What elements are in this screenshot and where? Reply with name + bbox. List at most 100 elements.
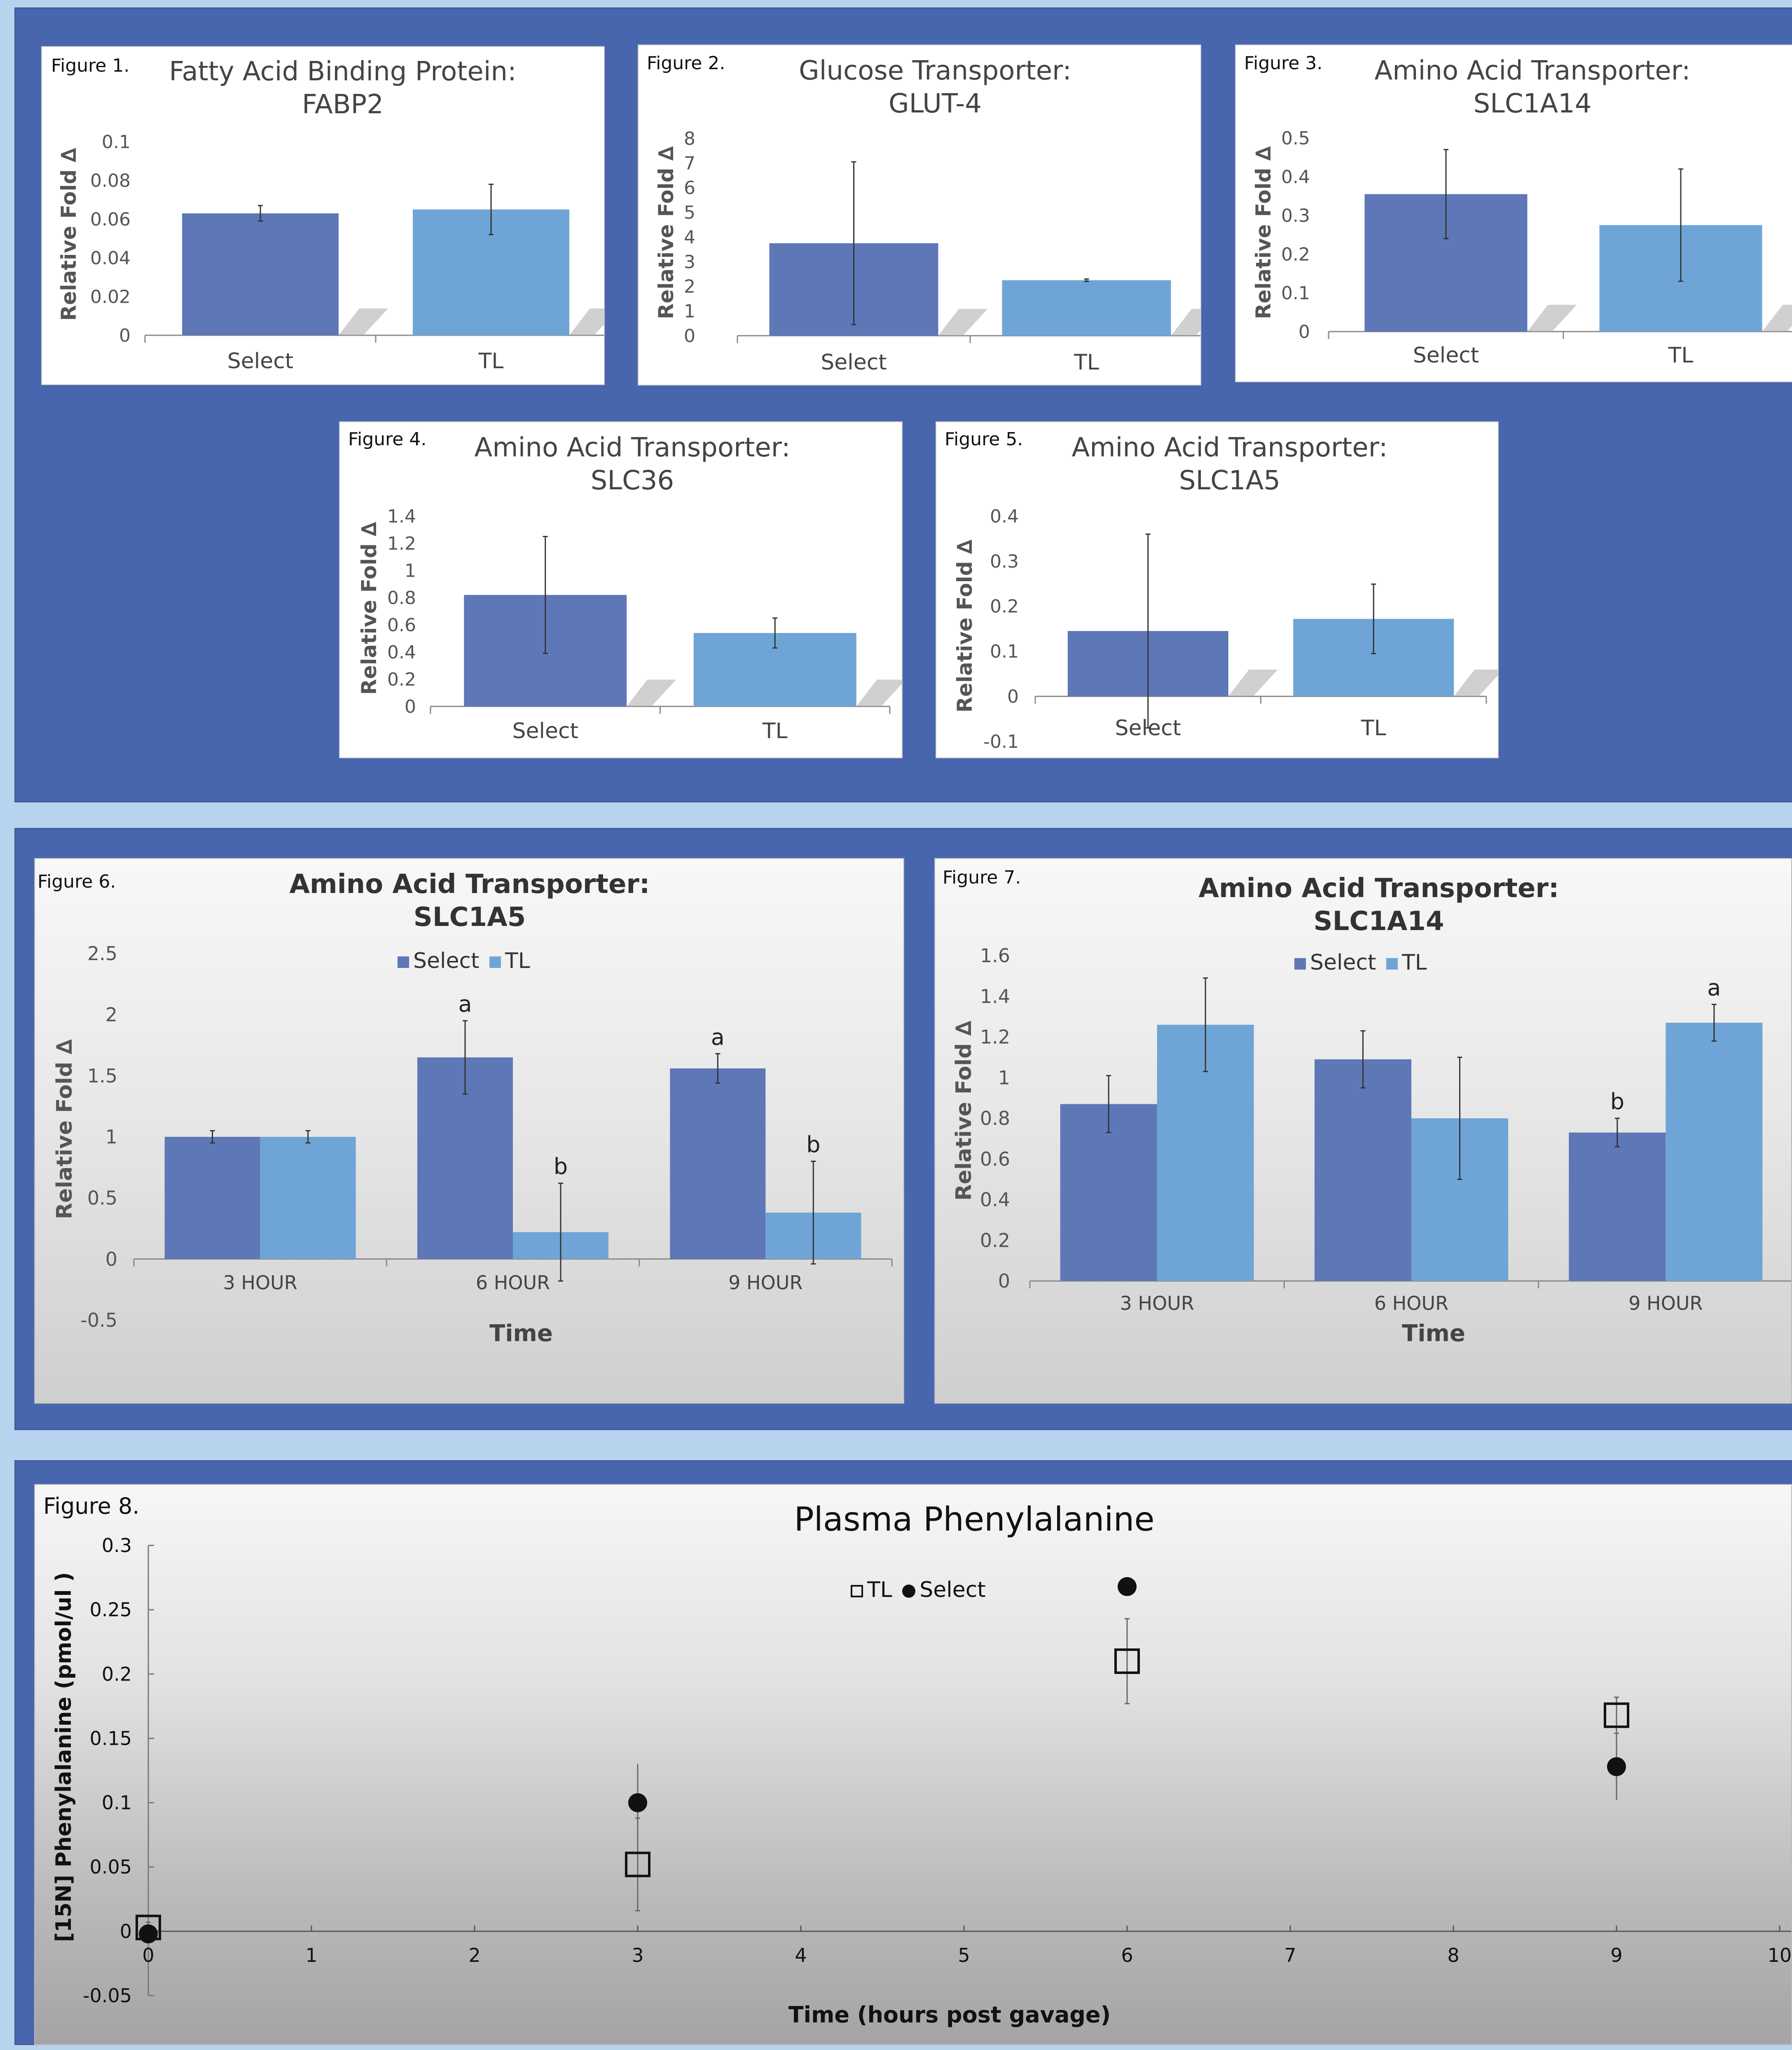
error-bar <box>558 1183 563 1282</box>
x-tick-label: 7 <box>1284 1944 1296 1966</box>
error-bar <box>1711 1004 1717 1042</box>
error-bar <box>305 1130 311 1144</box>
y-tick-label: 0 <box>405 696 416 717</box>
y-tick-label: 8 <box>684 128 695 149</box>
x-axis-label: Time <box>1402 1320 1465 1347</box>
error-bar <box>1084 278 1089 282</box>
y-tick-label: 0.1 <box>102 1792 132 1814</box>
y-tick-label: 0.3 <box>102 1534 132 1557</box>
y-tick-label: 1.5 <box>87 1065 117 1087</box>
legend-label-tl: TL <box>505 949 530 973</box>
category-label: TL <box>478 349 504 374</box>
legend-label-select: Select <box>1310 950 1376 975</box>
error-bar <box>543 536 548 654</box>
y-tick-label: 0 <box>1007 686 1019 707</box>
x-tick-label: 6 <box>1121 1944 1133 1966</box>
error-bar <box>772 617 778 649</box>
bar-shadow <box>1762 305 1792 332</box>
y-tick-label: 0 <box>684 325 695 346</box>
y-tick-label: 0 <box>1298 321 1310 342</box>
bar-select <box>182 213 339 335</box>
figure-4-card: Figure 4. Amino Acid Transporter: SLC36 … <box>339 421 903 758</box>
bar-shadow <box>1228 669 1278 697</box>
y-tick-label: 0.1 <box>1281 283 1310 304</box>
bar-tl <box>1002 280 1171 336</box>
y-tick-label: 2 <box>105 1003 117 1026</box>
chart-title: Amino Acid Transporter: SLC1A14 <box>1198 873 1559 937</box>
y-tick-label: 0.4 <box>1281 166 1310 187</box>
y-tick-label: 0.4 <box>990 506 1019 527</box>
figure-7-card: Figure 7. Amino Acid Transporter: SLC1A1… <box>934 858 1792 1404</box>
y-tick-label: 2 <box>684 276 695 297</box>
x-axis-label: Time <box>489 1320 553 1347</box>
error-bar <box>851 161 856 325</box>
x-tick-label: 10 <box>1768 1944 1792 1966</box>
bar-shadow <box>1171 309 1200 336</box>
bar-shadow <box>339 309 388 335</box>
significance-letter: a <box>1707 975 1721 1001</box>
error-bar <box>1360 1030 1366 1089</box>
error-bar <box>258 205 263 222</box>
error-bar <box>1203 977 1208 1072</box>
figure-label: Figure 3. <box>1244 53 1323 74</box>
bar-select <box>1315 1059 1411 1281</box>
significance-letter: b <box>554 1154 568 1180</box>
y-tick-label: 1 <box>684 301 695 322</box>
error-bar <box>1145 533 1151 729</box>
legend-label-select: Select <box>919 1578 986 1602</box>
chart-title: Glucose Transporter: GLUT-4 <box>799 56 1071 119</box>
data-point-select <box>1607 1757 1626 1777</box>
chart-plot: 0 0.1 0.2 0.3 0.4 0.5 Select TL <box>1281 128 1792 368</box>
category-label: 3 HOUR <box>1120 1292 1194 1314</box>
bar-select <box>670 1068 766 1259</box>
y-tick-label: 4 <box>684 227 695 248</box>
error-bar <box>1614 1117 1620 1148</box>
bar-shadow <box>938 309 988 336</box>
chart-title: Amino Acid Transporter: SLC1A5 <box>289 869 650 933</box>
bar-shadow <box>1454 669 1498 697</box>
legend-swatch-select <box>398 956 409 968</box>
y-tick-label: 1 <box>405 560 416 581</box>
y-tick-label: 6 <box>684 178 695 199</box>
significance-letter: b <box>1610 1089 1624 1115</box>
y-tick-label: 0.3 <box>990 551 1019 572</box>
chart-plot: 0 0.2 0.4 0.6 0.8 1 1.2 1.4 1.6 3 HOUR 6 HOUR 9 HOU… <box>980 944 1791 1314</box>
y-tick-label: -0.5 <box>80 1309 117 1331</box>
bar-select <box>1060 1104 1157 1281</box>
figure-label: Figure 5. <box>945 429 1023 450</box>
figure-8-card: Figure 8. Plasma Phenylalanine TL Select… <box>34 1484 1792 2045</box>
y-tick-label: 1.2 <box>387 533 416 554</box>
significance-letter: a <box>711 1024 725 1050</box>
y-tick-label: 0.2 <box>387 669 416 690</box>
y-tick-label: 0.3 <box>1281 205 1310 226</box>
category-label: 6 HOUR <box>1374 1292 1448 1314</box>
figure-label: Figure 4. <box>348 429 427 450</box>
bar-tl <box>260 1137 356 1259</box>
category-label: 9 HOUR <box>728 1272 802 1294</box>
error-bar <box>1457 1057 1462 1180</box>
bar-select <box>1569 1132 1666 1281</box>
y-tick-label: 3 <box>684 252 695 273</box>
chart-plot: -0.05 0 0.05 0.1 0.15 0.2 0.25 0.3 0 1 2 3 4 5 6 7 8 9 10 <box>83 1534 1792 2007</box>
y-tick-label: 0 <box>120 1920 132 1942</box>
legend-swatch-tl <box>1386 958 1398 970</box>
y-tick-label: 0.25 <box>90 1599 132 1621</box>
y-tick-label: 1.4 <box>980 985 1010 1007</box>
data-point-tl <box>625 1851 650 1877</box>
chart-plot: -0.5 0 0.5 1 1.5 2 2.5 3 HOUR 6 HOUR 9 HOUR a b a b <box>80 942 893 1331</box>
figure-5-card: Figure 5. Amino Acid Transporter: SLC1A5… <box>936 421 1499 758</box>
x-tick-label: 2 <box>468 1944 480 1966</box>
x-tick-label: 3 <box>632 1944 643 1966</box>
legend-label-select: Select <box>413 949 480 973</box>
significance-letter: b <box>806 1131 820 1157</box>
chart-plot: 0 1 2 3 4 5 6 7 8 Select TL <box>684 128 1200 375</box>
error-bar <box>1443 149 1448 239</box>
y-tick-label: -0.05 <box>83 1985 132 2007</box>
legend-marker-tl <box>851 1585 863 1597</box>
error-bar <box>1678 168 1683 282</box>
category-label: 6 HOUR <box>476 1272 550 1294</box>
bar-shadow <box>1527 305 1577 332</box>
y-tick-label: 0.06 <box>90 209 131 230</box>
y-tick-label: 0.2 <box>102 1663 132 1685</box>
